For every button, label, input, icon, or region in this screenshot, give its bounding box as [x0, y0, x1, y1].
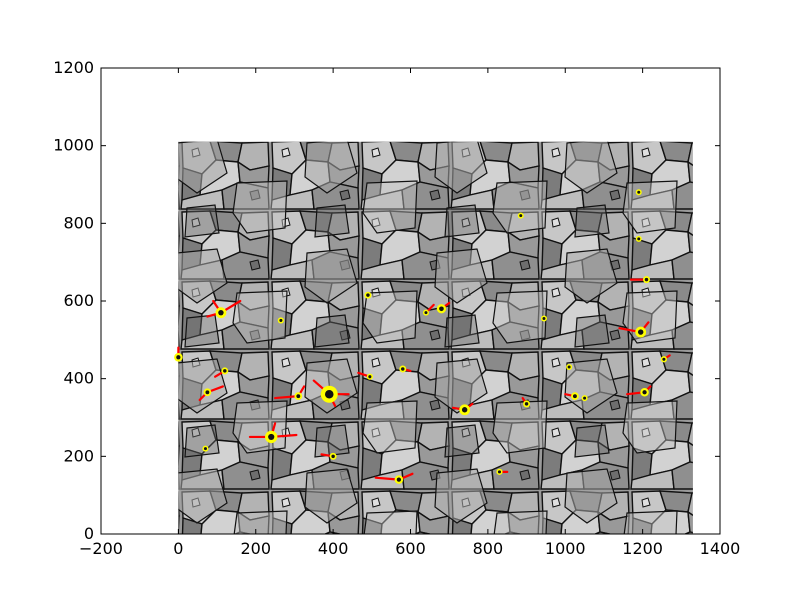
marker-core	[519, 214, 523, 218]
marker-core	[203, 447, 207, 451]
x-tick-label: 1400	[700, 539, 741, 558]
marker-core	[176, 355, 181, 360]
marker-core	[542, 316, 546, 320]
y-tick-label: 1200	[53, 58, 94, 77]
marker-core	[368, 375, 372, 379]
x-tick-label: 0	[173, 539, 183, 558]
x-axis: −200 0 200 400 600 800 1000 1200 1400	[79, 68, 740, 558]
marker-core	[325, 389, 334, 399]
x-tick-label: 600	[395, 539, 426, 558]
x-tick-label: 400	[318, 539, 349, 558]
marker-core	[279, 318, 283, 322]
marker-core	[439, 306, 444, 312]
grain-image-overlay	[178, 141, 693, 534]
marker-core	[644, 277, 649, 282]
marker-core	[497, 470, 502, 474]
y-tick-label: 1000	[53, 136, 94, 155]
marker-core	[637, 190, 641, 194]
x-tick-label: 200	[240, 539, 271, 558]
x-tick-label: −200	[79, 539, 123, 558]
y-axis: 0 200 400 600 800 1000 1200	[53, 58, 720, 543]
marker-layer	[174, 189, 667, 484]
x-tick-label: 1000	[545, 539, 586, 558]
vector-segment	[273, 395, 300, 400]
marker-core	[296, 394, 301, 399]
marker-core	[637, 329, 644, 335]
y-tick-label: 400	[63, 369, 94, 388]
marker-core	[567, 365, 571, 369]
y-tick-label: 600	[63, 291, 94, 310]
marker-core	[524, 402, 529, 406]
marker-core	[366, 293, 370, 297]
y-tick-label: 0	[84, 524, 94, 543]
marker-core	[461, 407, 468, 413]
marker-core	[662, 357, 666, 361]
x-tick-label: 1200	[622, 539, 663, 558]
marker-core	[583, 396, 587, 400]
marker-core	[424, 311, 428, 315]
marker-core	[401, 367, 405, 371]
marker-core	[637, 237, 641, 241]
marker-core	[268, 433, 275, 441]
marker-core	[331, 454, 335, 459]
marker-core	[642, 390, 647, 395]
marker-core	[396, 477, 402, 482]
marker-core	[572, 394, 577, 399]
marker-core	[205, 390, 210, 395]
y-tick-label: 800	[63, 213, 94, 232]
marker-core	[218, 309, 224, 316]
grain-microstructure-image	[178, 141, 693, 534]
marker-core	[223, 369, 227, 373]
x-tick-label: 800	[473, 539, 504, 558]
y-tick-label: 200	[63, 446, 94, 465]
